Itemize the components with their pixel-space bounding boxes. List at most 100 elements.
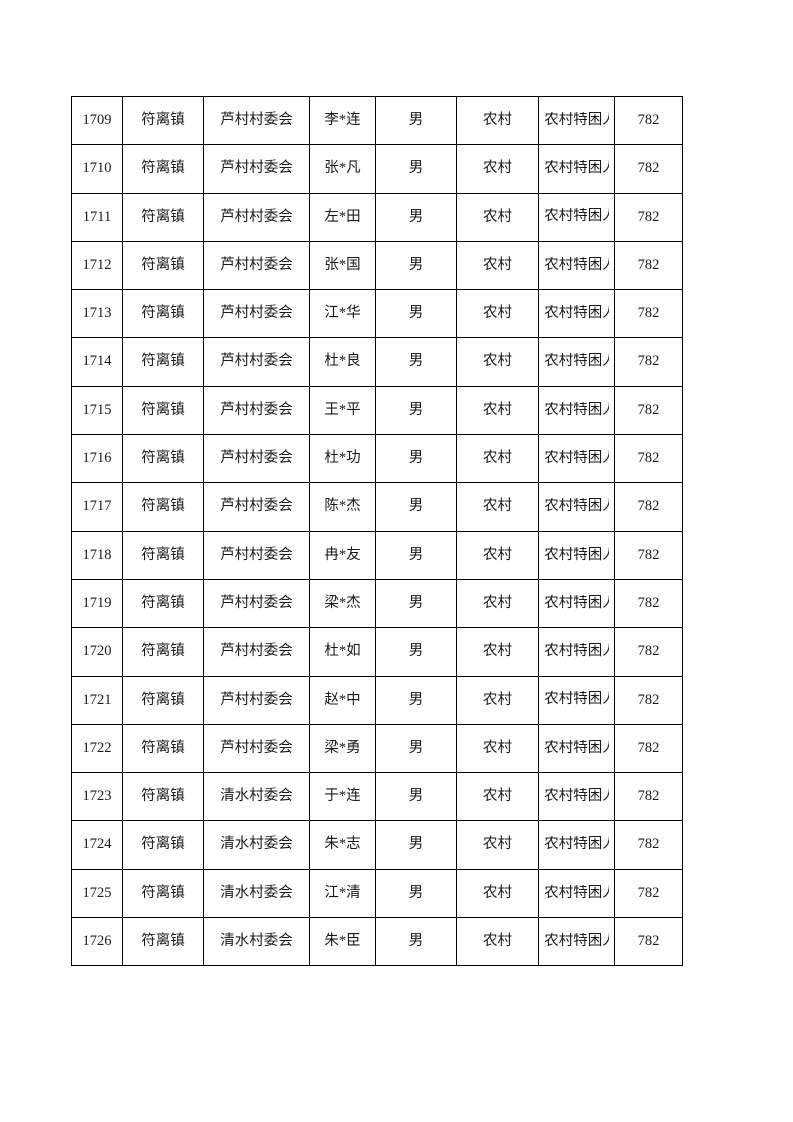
cell-gender: 男 — [375, 337, 457, 387]
support-type-text: 农村特困人员分散供养 — [544, 788, 609, 805]
cell-town: 符离镇 — [122, 95, 204, 146]
cell-village-committee: 芦村村委会 — [203, 530, 310, 580]
cell-sequence-number: 1725 — [71, 868, 123, 919]
cell-amount: 782 — [614, 917, 683, 967]
cell-amount: 782 — [614, 868, 683, 919]
cell-gender: 男 — [375, 289, 457, 339]
cell-area-type: 农村 — [456, 772, 539, 822]
cell-recipient-name: 梁*勇 — [309, 723, 376, 774]
support-type-text: 农村特困人员分散供养 — [544, 739, 609, 756]
cell-amount: 782 — [614, 240, 683, 291]
support-type-text: 农村特困人员分散供养 — [544, 160, 609, 177]
cell-amount: 782 — [614, 723, 683, 774]
cell-area-type: 农村 — [456, 385, 539, 436]
support-type-text: 农村特困人员分散供养 — [544, 208, 609, 225]
cell-town: 符离镇 — [122, 917, 204, 967]
cell-town: 符离镇 — [122, 192, 204, 242]
cell-sequence-number: 1723 — [71, 772, 123, 822]
cell-sequence-number: 1724 — [71, 820, 123, 870]
welfare-table-body: 1709 符离镇 芦村村委会 李*连 男 农村 农村特困人员分散供养 782 1… — [71, 95, 683, 967]
cell-area-type: 农村 — [456, 337, 539, 387]
support-type-text: 农村特困人员分散供养 — [544, 836, 609, 853]
cell-recipient-name: 梁*杰 — [309, 578, 376, 629]
cell-gender: 男 — [375, 820, 457, 870]
cell-sequence-number: 1722 — [71, 723, 123, 774]
cell-sequence-number: 1719 — [71, 578, 123, 629]
cell-town: 符离镇 — [122, 627, 204, 677]
cell-sequence-number: 1715 — [71, 385, 123, 436]
cell-village-committee: 芦村村委会 — [203, 627, 310, 677]
cell-support-type: 农村特困人员分散供养 — [538, 385, 615, 436]
cell-gender: 男 — [375, 627, 457, 677]
table-row: 1719 符离镇 芦村村委会 梁*杰 男 农村 农村特困人员分散供养 782 — [71, 578, 683, 629]
cell-amount: 782 — [614, 95, 683, 146]
support-type-text: 农村特困人员分散供养 — [544, 305, 609, 322]
cell-recipient-name: 陈*杰 — [309, 482, 376, 532]
cell-support-type: 农村特困人员分散供养 — [538, 144, 615, 194]
cell-support-type: 农村特困人员分散供养 — [538, 772, 615, 822]
cell-gender: 男 — [375, 772, 457, 822]
cell-amount: 782 — [614, 578, 683, 629]
cell-sequence-number: 1712 — [71, 240, 123, 291]
cell-town: 符离镇 — [122, 289, 204, 339]
cell-village-committee: 芦村村委会 — [203, 723, 310, 774]
table-row: 1714 符离镇 芦村村委会 杜*良 男 农村 农村特困人员分散供养 782 — [71, 337, 683, 387]
cell-village-committee: 清水村委会 — [203, 868, 310, 919]
cell-support-type: 农村特困人员分散供养 — [538, 192, 615, 242]
cell-recipient-name: 江*华 — [309, 289, 376, 339]
cell-village-committee: 芦村村委会 — [203, 385, 310, 436]
cell-recipient-name: 江*清 — [309, 868, 376, 919]
cell-town: 符离镇 — [122, 144, 204, 194]
cell-amount: 782 — [614, 530, 683, 580]
table-row: 1716 符离镇 芦村村委会 杜*功 男 农村 农村特困人员分散供养 782 — [71, 434, 683, 484]
support-type-text: 农村特困人员分散供养 — [544, 884, 609, 901]
cell-area-type: 农村 — [456, 917, 539, 967]
cell-village-committee: 清水村委会 — [203, 820, 310, 870]
cell-gender: 男 — [375, 95, 457, 146]
cell-area-type: 农村 — [456, 530, 539, 580]
cell-support-type: 农村特困人员分散供养 — [538, 289, 615, 339]
support-type-text: 农村特困人员分散供养 — [544, 449, 609, 466]
cell-area-type: 农村 — [456, 289, 539, 339]
cell-recipient-name: 杜*良 — [309, 337, 376, 387]
cell-amount: 782 — [614, 434, 683, 484]
cell-town: 符离镇 — [122, 820, 204, 870]
table-row: 1710 符离镇 芦村村委会 张*凡 男 农村 农村特困人员分散供养 782 — [71, 144, 683, 194]
support-type-text: 农村特困人员分散供养 — [544, 932, 609, 949]
table-row: 1711 符离镇 芦村村委会 左*田 男 农村 农村特困人员分散供养 782 — [71, 192, 683, 242]
cell-gender: 男 — [375, 240, 457, 291]
table-row: 1713 符离镇 芦村村委会 江*华 男 农村 农村特困人员分散供养 782 — [71, 289, 683, 339]
cell-town: 符离镇 — [122, 868, 204, 919]
table-row: 1726 符离镇 清水村委会 朱*臣 男 农村 农村特困人员分散供养 782 — [71, 917, 683, 967]
cell-recipient-name: 朱*志 — [309, 820, 376, 870]
support-type-text: 农村特困人员分散供养 — [544, 353, 609, 370]
cell-gender: 男 — [375, 917, 457, 967]
cell-gender: 男 — [375, 482, 457, 532]
table-row: 1721 符离镇 芦村村委会 赵*中 男 农村 农村特困人员分散供养 782 — [71, 675, 683, 725]
cell-support-type: 农村特困人员分散供养 — [538, 482, 615, 532]
table-row: 1720 符离镇 芦村村委会 杜*如 男 农村 农村特困人员分散供养 782 — [71, 627, 683, 677]
support-type-text: 农村特困人员分散供养 — [544, 643, 609, 660]
cell-town: 符离镇 — [122, 578, 204, 629]
cell-area-type: 农村 — [456, 675, 539, 725]
cell-recipient-name: 赵*中 — [309, 675, 376, 725]
cell-sequence-number: 1716 — [71, 434, 123, 484]
table-row: 1723 符离镇 清水村委会 于*连 男 农村 农村特困人员分散供养 782 — [71, 772, 683, 822]
support-type-text: 农村特困人员分散供养 — [544, 498, 609, 515]
support-type-text: 农村特困人员分散供养 — [544, 546, 609, 563]
cell-gender: 男 — [375, 192, 457, 242]
cell-amount: 782 — [614, 192, 683, 242]
cell-sequence-number: 1713 — [71, 289, 123, 339]
cell-support-type: 农村特困人员分散供养 — [538, 723, 615, 774]
cell-village-committee: 芦村村委会 — [203, 337, 310, 387]
support-type-text: 农村特困人员分散供养 — [544, 594, 609, 611]
cell-area-type: 农村 — [456, 627, 539, 677]
cell-support-type: 农村特困人员分散供养 — [538, 434, 615, 484]
cell-support-type: 农村特困人员分散供养 — [538, 868, 615, 919]
cell-village-committee: 清水村委会 — [203, 917, 310, 967]
table-row: 1725 符离镇 清水村委会 江*清 男 农村 农村特困人员分散供养 782 — [71, 868, 683, 919]
cell-sequence-number: 1718 — [71, 530, 123, 580]
cell-recipient-name: 张*凡 — [309, 144, 376, 194]
table-row: 1722 符离镇 芦村村委会 梁*勇 男 农村 农村特困人员分散供养 782 — [71, 723, 683, 774]
